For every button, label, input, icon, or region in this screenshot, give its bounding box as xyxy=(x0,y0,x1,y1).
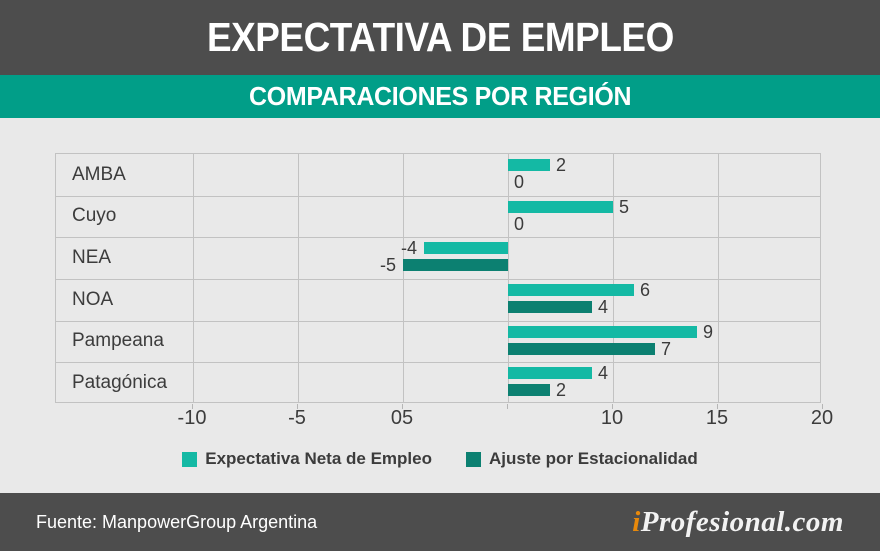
gridline-vertical xyxy=(718,154,719,402)
gridline-horizontal xyxy=(56,362,820,364)
data-bar xyxy=(403,259,508,272)
axis-tick-label: 05 xyxy=(390,407,414,429)
gridline-vertical xyxy=(298,154,299,402)
source-attribution: Fuente: ManpowerGroup Argentina xyxy=(36,511,318,532)
gridline-vertical xyxy=(613,154,614,402)
gridline-horizontal xyxy=(56,237,820,239)
gridline-vertical xyxy=(403,154,404,402)
logo-rest: Profesional.com xyxy=(640,505,844,538)
value-label: 4 xyxy=(598,297,609,317)
value-label: -5 xyxy=(379,255,396,276)
data-bar xyxy=(508,159,550,171)
data-bar xyxy=(508,325,697,338)
value-label: 2 xyxy=(556,155,567,175)
legend-swatch-ajuste xyxy=(466,451,481,467)
gridline-horizontal xyxy=(56,279,820,280)
axis-tick xyxy=(822,404,823,409)
axis-tick-label: -10 xyxy=(177,407,207,429)
value-label: 4 xyxy=(598,363,609,384)
logo-initial: i xyxy=(632,505,641,538)
gridline-horizontal xyxy=(56,320,820,322)
bar-chart-plot-area: AMBA 2 0 Cuyo 5 0 NEA -4 -5 NOA 6 4 Pampeana 9 7 Patagó… xyxy=(55,153,821,403)
value-label: 0 xyxy=(514,213,525,234)
axis-tick xyxy=(192,404,193,409)
data-bar xyxy=(508,284,634,296)
axis-tick-label: 20 xyxy=(810,407,834,429)
value-label: 6 xyxy=(640,280,651,300)
category-label: Patagónica xyxy=(72,372,168,394)
data-bar xyxy=(508,342,655,355)
page-title: EXPECTATIVA DE EMPLEO xyxy=(206,14,674,60)
data-bar xyxy=(508,200,613,213)
chart-subtitle: COMPARACIONES POR REGIÓN xyxy=(248,81,632,111)
iprofesional-logo: iProfesional.com xyxy=(632,506,844,539)
value-label: 7 xyxy=(661,338,672,359)
data-bar xyxy=(508,384,550,397)
data-bar xyxy=(508,367,592,380)
footer-banner: Fuente: ManpowerGroup Argentina iProfesi… xyxy=(0,493,880,551)
axis-tick xyxy=(297,404,298,409)
gridline-vertical xyxy=(193,154,194,402)
value-label: -4 xyxy=(400,238,417,259)
axis-tick xyxy=(507,404,508,409)
value-label: 5 xyxy=(619,196,630,217)
chart-legend: Expectativa Neta de Empleo Ajuste por Es… xyxy=(0,446,880,472)
legend-label: Expectativa Neta de Empleo xyxy=(205,449,432,468)
gridline-horizontal xyxy=(56,195,820,197)
axis-tick xyxy=(612,404,613,409)
data-bar xyxy=(508,301,592,313)
subtitle-band: COMPARACIONES POR REGIÓN xyxy=(0,75,880,118)
header-banner: EXPECTATIVA DE EMPLEO xyxy=(0,0,880,75)
axis-tick xyxy=(402,404,403,409)
data-bar xyxy=(424,242,508,255)
axis-tick-label: -5 xyxy=(288,407,306,429)
value-label: 2 xyxy=(556,380,567,401)
category-label: Pampeana xyxy=(72,330,164,352)
legend-item-expectativa: Expectativa Neta de Empleo xyxy=(182,449,432,469)
axis-tick-label: 10 xyxy=(600,407,624,429)
legend-item-ajuste: Ajuste por Estacionalidad xyxy=(466,449,698,469)
legend-label: Ajuste por Estacionalidad xyxy=(489,449,698,468)
category-label: NEA xyxy=(72,247,112,269)
axis-tick xyxy=(717,404,718,409)
gridline-vertical xyxy=(508,154,509,402)
legend-swatch-expectativa xyxy=(182,451,198,467)
category-label: AMBA xyxy=(72,163,126,185)
axis-tick-label: 15 xyxy=(705,407,729,429)
value-label: 0 xyxy=(514,172,525,192)
category-label: Cuyo xyxy=(72,205,117,227)
value-label: 9 xyxy=(703,321,714,342)
category-label: NOA xyxy=(72,288,114,310)
